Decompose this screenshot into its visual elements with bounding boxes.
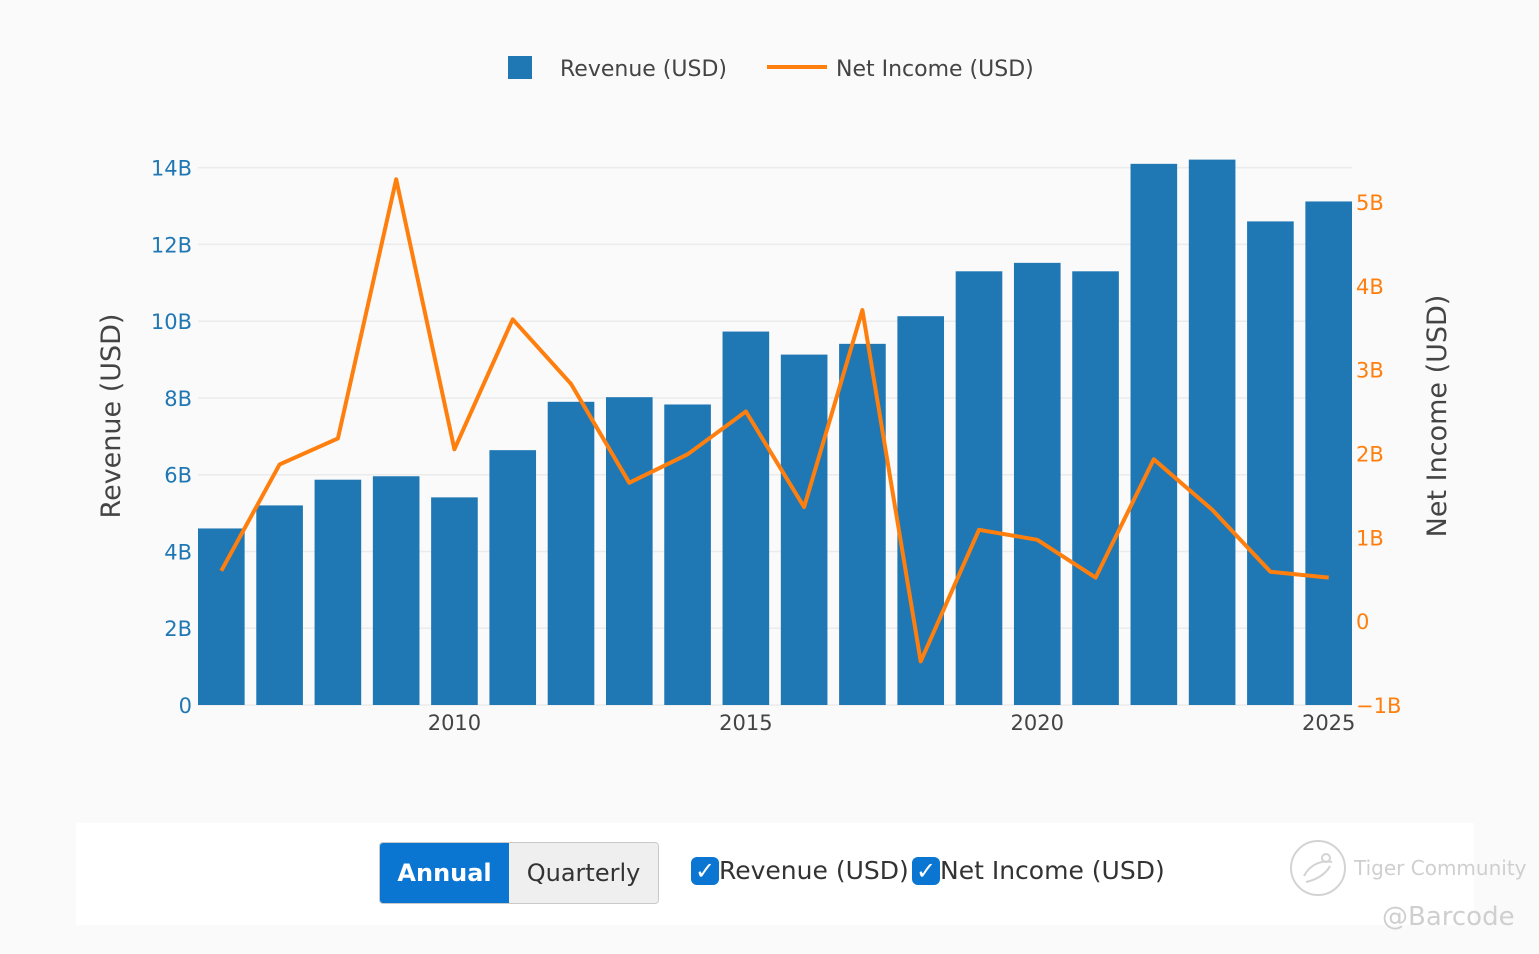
legend-net-income-label[interactable]: Net Income (USD): [836, 57, 1034, 82]
x-tick-label: 2010: [428, 711, 481, 735]
x-tick-label: 2015: [719, 711, 772, 735]
revenue-bar: [431, 497, 478, 705]
y2-tick-label: 1B: [1356, 526, 1384, 550]
y-axis-title: Revenue (USD): [96, 314, 127, 519]
revenue-bars: [198, 159, 1352, 706]
quarterly-button[interactable]: Quarterly: [509, 843, 658, 903]
revenue-bar: [314, 479, 362, 705]
net-income-line-layer: [219, 177, 1329, 664]
revenue-bar: [1013, 262, 1061, 705]
y2-tick-label: −1B: [1356, 694, 1401, 718]
y-tick-label: 14B: [151, 157, 192, 181]
y-tick-label: 8B: [164, 387, 192, 411]
revenue-bar: [897, 316, 945, 705]
revenue-bar: [1188, 159, 1236, 705]
y2-tick-label: 3B: [1356, 359, 1384, 383]
y2-tick-label: 5B: [1356, 191, 1384, 215]
net-income-checkbox-row[interactable]: ✓ Net Income (USD): [912, 856, 1165, 885]
tiger-logo-icon: [1290, 840, 1346, 896]
y2-axis-title: Net Income (USD): [1422, 295, 1453, 538]
net-income-checkbox[interactable]: ✓: [912, 856, 940, 885]
chart: 0 2B 4B 6B 8B 10B 12B 14B −1B 0 1B 2B 3B 4B 5B 2010 2015…: [96, 56, 1453, 735]
revenue-bar: [780, 354, 828, 705]
watermark-brand: Tiger Community: [1354, 856, 1527, 880]
y2-tick-label: 2B: [1356, 442, 1384, 466]
y2-tick-label: 0: [1356, 610, 1369, 634]
revenue-bar: [489, 450, 537, 705]
y-tick-label: 6B: [164, 464, 192, 488]
net-income-checkbox-label[interactable]: Net Income (USD): [940, 856, 1165, 885]
revenue-bar: [1305, 201, 1352, 706]
revenue-bar: [198, 528, 245, 705]
annual-button[interactable]: Annual: [380, 843, 510, 903]
y2-tick-label: 4B: [1356, 275, 1384, 299]
revenue-bar: [547, 401, 595, 705]
revenue-bar: [722, 331, 770, 705]
revenue-bar: [605, 397, 653, 705]
legend-revenue-swatch: [508, 56, 532, 79]
revenue-bar: [1247, 221, 1294, 705]
revenue-bar: [1130, 163, 1178, 706]
revenue-bar: [372, 476, 420, 705]
revenue-bar: [1072, 271, 1119, 705]
y-tick-label: 12B: [151, 233, 192, 257]
x-tick-label: 2020: [1011, 711, 1064, 735]
revenue-checkbox-label[interactable]: Revenue (USD): [719, 856, 909, 885]
gridlines: [198, 166, 1352, 706]
legend[interactable]: Revenue (USD) Net Income (USD): [508, 56, 1034, 82]
revenue-bar: [955, 271, 1003, 705]
period-toggle: Annual Quarterly: [379, 842, 659, 904]
y-tick-label: 10B: [151, 310, 192, 334]
watermark-handle: @Barcode: [1382, 902, 1515, 932]
revenue-checkbox[interactable]: ✓: [691, 856, 719, 885]
net-income-line: [219, 177, 1329, 664]
watermark: Tiger Community @Barcode: [1290, 840, 1530, 940]
revenue-bar: [256, 505, 303, 705]
revenue-checkbox-row[interactable]: ✓ Revenue (USD): [691, 856, 909, 885]
legend-revenue-label[interactable]: Revenue (USD): [560, 57, 727, 82]
y-tick-label: 0: [179, 694, 192, 718]
revenue-bar: [664, 404, 711, 705]
x-tick-label: 2025: [1302, 711, 1355, 735]
y-tick-label: 2B: [164, 617, 192, 641]
axis-ticks: 0 2B 4B 6B 8B 10B 12B 14B −1B 0 1B 2B 3B 4B 5B 2010 2015…: [151, 157, 1402, 735]
controls-panel: [76, 823, 1474, 925]
y-tick-label: 4B: [164, 540, 192, 564]
